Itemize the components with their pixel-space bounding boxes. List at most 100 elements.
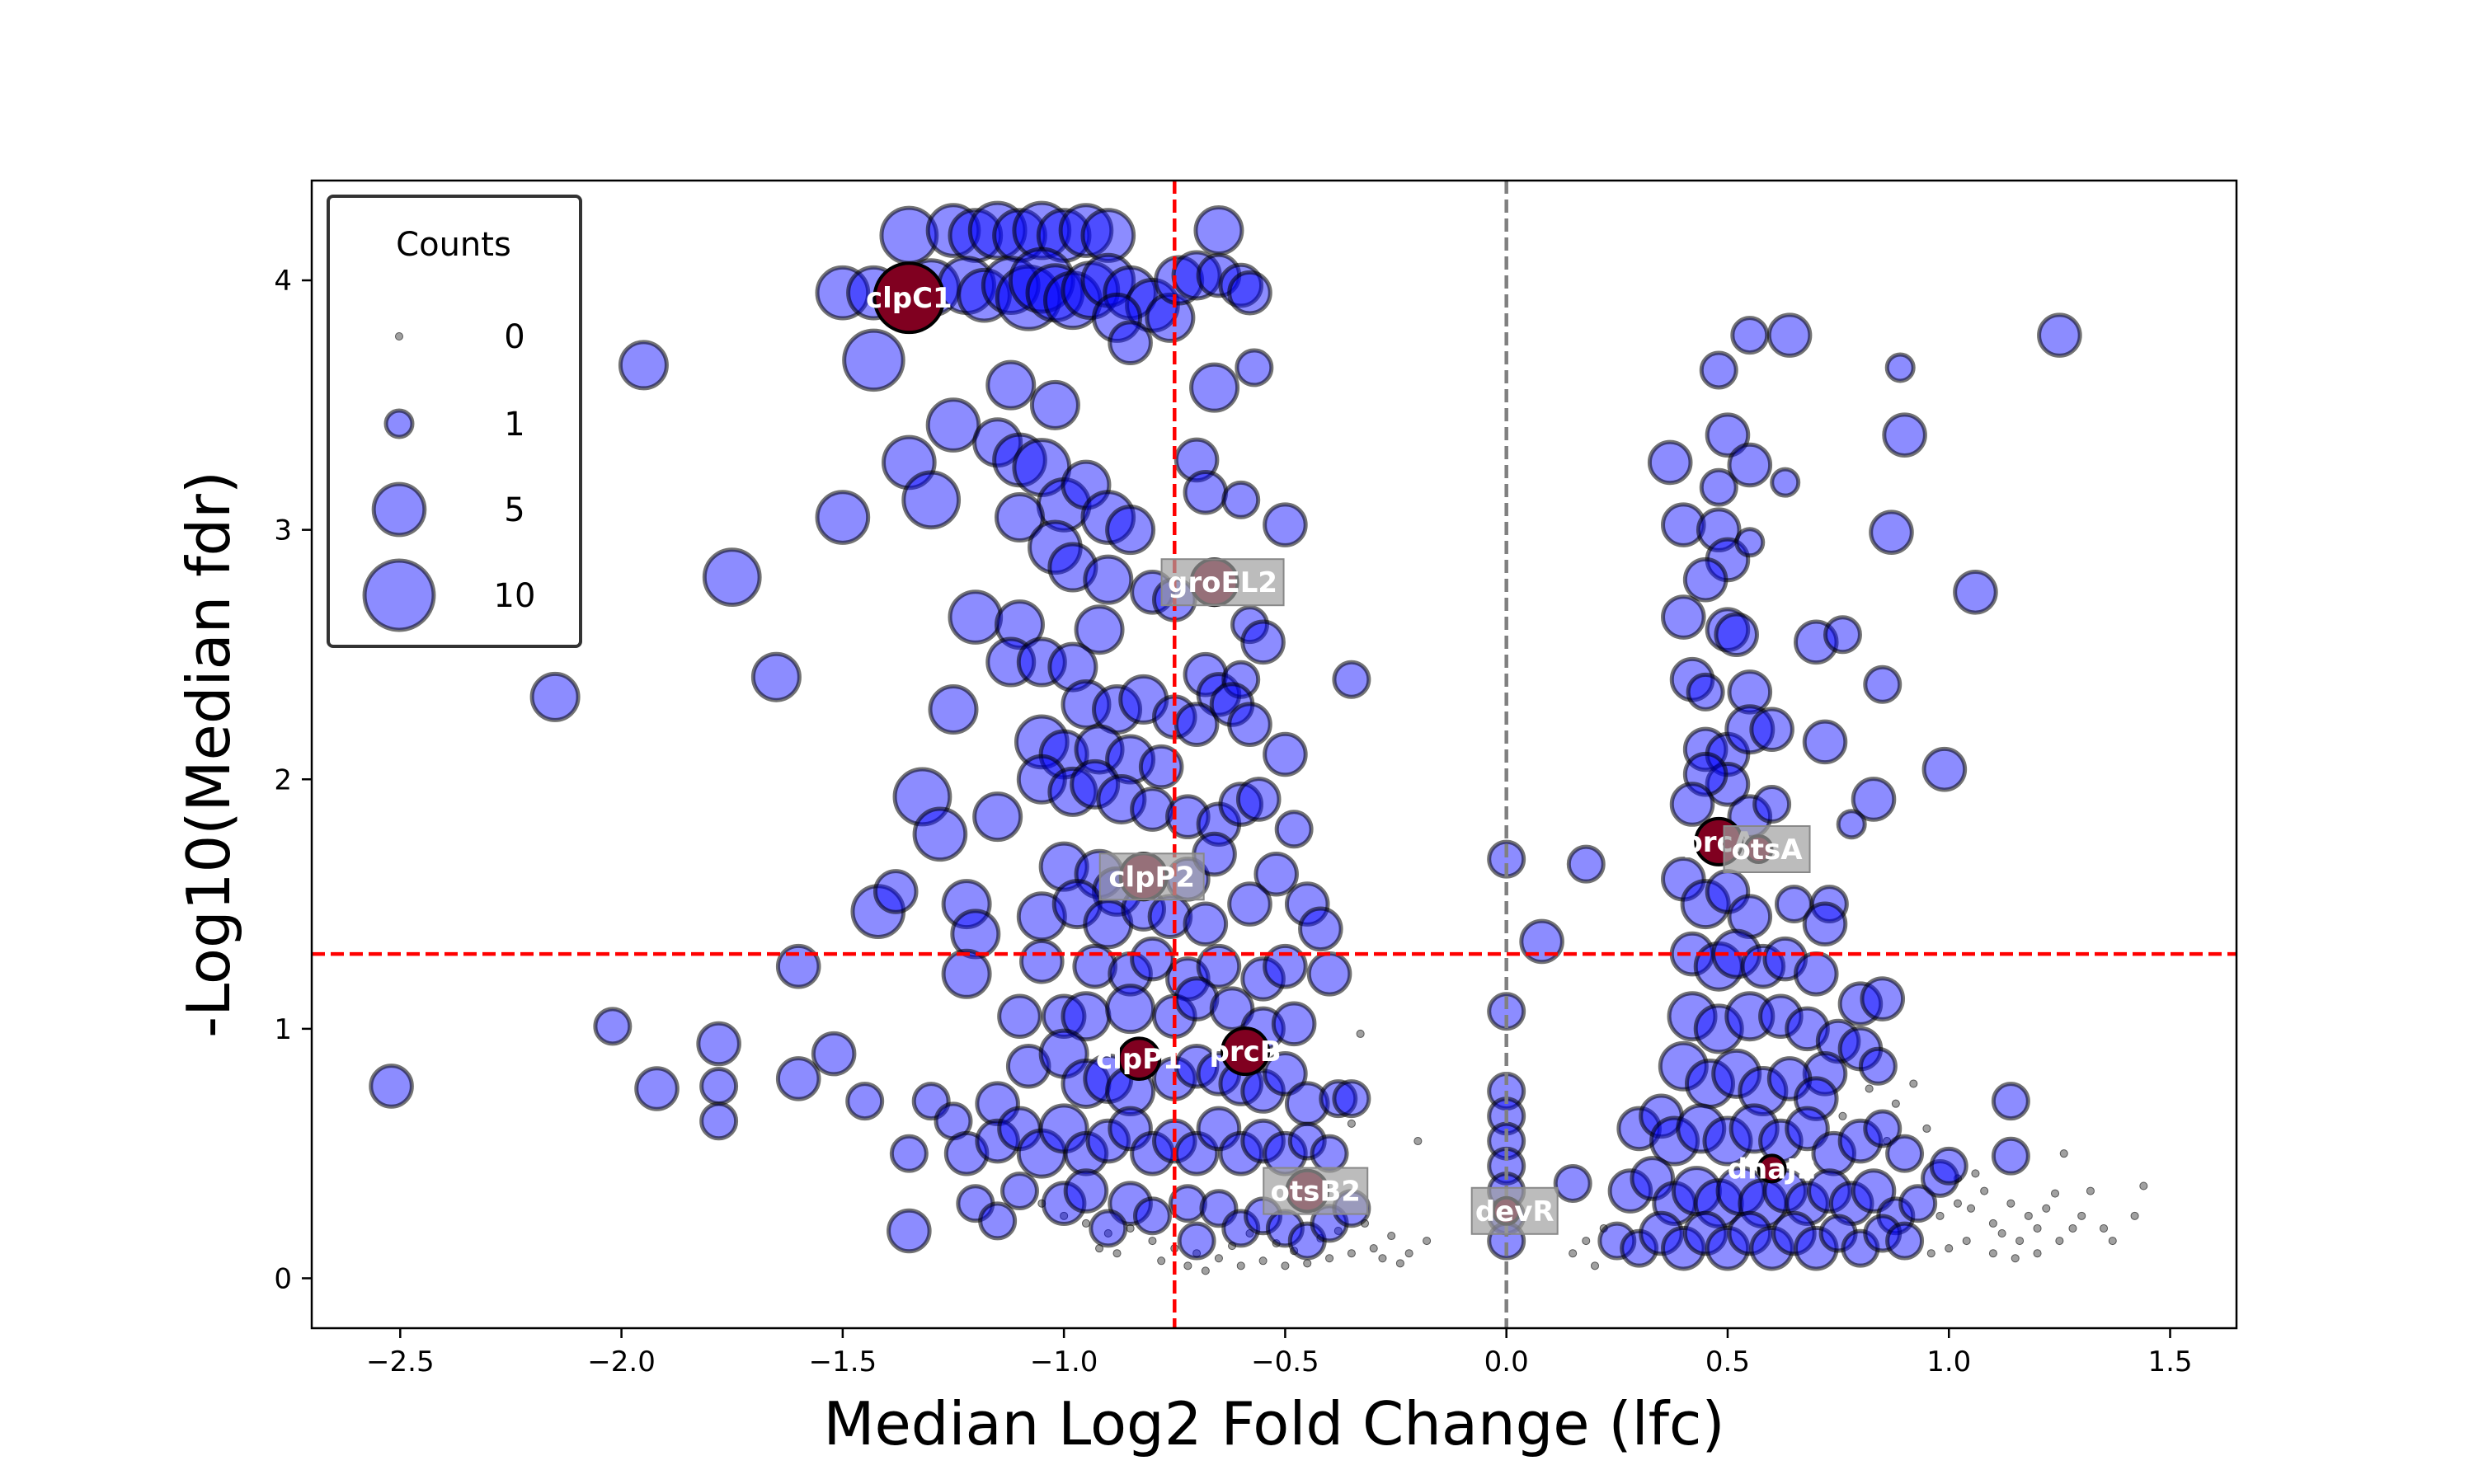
data-point bbox=[1738, 1066, 1789, 1117]
data-point bbox=[1168, 1184, 1207, 1223]
data-point bbox=[1680, 879, 1731, 930]
data-point bbox=[950, 909, 1001, 960]
zero-count-point bbox=[2051, 1189, 2060, 1198]
data-point bbox=[1240, 619, 1286, 665]
zero-count-point bbox=[1303, 1259, 1312, 1268]
data-point bbox=[941, 879, 992, 930]
legend-marker bbox=[395, 332, 403, 340]
data-point bbox=[1851, 777, 1897, 822]
data-point bbox=[1138, 744, 1184, 790]
data-point bbox=[1658, 1040, 1709, 1092]
data-point bbox=[972, 791, 1023, 843]
data-point bbox=[975, 1118, 1020, 1164]
x-axis-title: Median Log2 Fold Change (lfc) bbox=[823, 1389, 1724, 1458]
zero-count-point bbox=[2086, 1186, 2095, 1195]
data-point bbox=[1863, 1214, 1903, 1253]
data-point bbox=[1209, 986, 1255, 1031]
data-point bbox=[1661, 1225, 1706, 1271]
data-point bbox=[1793, 1225, 1839, 1271]
data-point bbox=[978, 1201, 1018, 1241]
data-point bbox=[1649, 1115, 1700, 1167]
data-point bbox=[1177, 1221, 1216, 1261]
data-point bbox=[1724, 991, 1776, 1042]
zero-count-point bbox=[1157, 1256, 1166, 1266]
gene-label-box bbox=[1470, 1186, 1559, 1235]
legend-label: 1 bbox=[504, 406, 524, 444]
gene-label-box bbox=[1263, 1167, 1369, 1215]
data-point bbox=[1727, 442, 1773, 488]
data-point bbox=[1332, 1079, 1371, 1119]
zero-count-point bbox=[2024, 1211, 2033, 1220]
data-point bbox=[1705, 1225, 1751, 1271]
data-point bbox=[1019, 938, 1065, 984]
zero-count-point bbox=[2130, 1211, 2139, 1220]
zero-count-point bbox=[1183, 1261, 1192, 1270]
data-point bbox=[1729, 1103, 1780, 1154]
data-point bbox=[1669, 782, 1715, 827]
zero-count-point bbox=[1967, 1204, 1976, 1213]
legend-label: 10 bbox=[494, 577, 536, 615]
data-point bbox=[1263, 502, 1308, 547]
zero-count-point bbox=[1980, 1186, 1989, 1195]
data-point bbox=[1770, 467, 1801, 498]
data-point bbox=[1132, 1196, 1172, 1236]
data-point bbox=[1597, 1221, 1637, 1261]
data-point bbox=[750, 651, 802, 702]
data-point bbox=[1058, 203, 1114, 258]
data-point bbox=[1837, 1118, 1884, 1164]
data-point bbox=[872, 869, 919, 914]
y-axis-ticks: 0 1 2 3 4 bbox=[274, 265, 312, 1295]
data-point bbox=[1869, 510, 1914, 555]
data-point bbox=[1616, 1106, 1662, 1152]
zero-count-point bbox=[1945, 1244, 1954, 1253]
zero-count-point bbox=[1395, 1259, 1404, 1268]
data-point bbox=[1306, 951, 1352, 997]
data-point bbox=[1519, 918, 1564, 965]
zero-count-point bbox=[1201, 1266, 1210, 1275]
legend-label: 0 bbox=[504, 318, 524, 356]
gene-label: clpP1 bbox=[1096, 1043, 1183, 1076]
data-point bbox=[1263, 1051, 1308, 1097]
plot-frame bbox=[310, 179, 2238, 1330]
zero-count-point bbox=[2015, 1237, 2025, 1246]
data-point bbox=[1218, 782, 1264, 827]
data-point bbox=[1221, 1209, 1261, 1248]
data-point bbox=[948, 589, 1004, 645]
data-point bbox=[1047, 641, 1098, 693]
data-point bbox=[1183, 469, 1229, 515]
data-point bbox=[1221, 660, 1261, 699]
gene-label-box bbox=[1098, 852, 1205, 901]
data-point bbox=[1693, 1003, 1744, 1054]
data-point bbox=[696, 1021, 741, 1067]
data-point bbox=[1749, 1225, 1794, 1271]
zero-count-point bbox=[1865, 1084, 1874, 1093]
data-point bbox=[994, 492, 1045, 543]
zero-count-point bbox=[1962, 1237, 1971, 1246]
zero-count-points bbox=[1037, 1029, 2148, 1275]
y-tick-label: 2 bbox=[274, 763, 292, 796]
data-point bbox=[815, 490, 871, 545]
data-point bbox=[1014, 714, 1070, 770]
data-point bbox=[593, 1007, 633, 1046]
data-point bbox=[1092, 292, 1143, 343]
data-point bbox=[1705, 412, 1751, 458]
highlight-point bbox=[1117, 1036, 1162, 1081]
data-point bbox=[1183, 901, 1229, 947]
data-point bbox=[1682, 1210, 1729, 1256]
data-point bbox=[972, 417, 1023, 468]
data-point bbox=[2037, 312, 2082, 358]
gene-label: clpC1 bbox=[866, 282, 952, 315]
data-point bbox=[1885, 1134, 1925, 1173]
zero-count-point bbox=[1909, 1079, 1918, 1088]
x-tick-label: 0.5 bbox=[1705, 1345, 1750, 1378]
data-point bbox=[1063, 1130, 1109, 1176]
data-point bbox=[1105, 505, 1156, 556]
data-point bbox=[1727, 669, 1773, 715]
zero-count-point bbox=[2068, 1223, 2077, 1233]
data-point bbox=[1863, 1109, 1903, 1148]
data-point bbox=[775, 1056, 821, 1101]
y-tick-label: 3 bbox=[274, 514, 292, 547]
data-point bbox=[702, 547, 762, 608]
zero-count-point bbox=[1060, 1211, 1069, 1220]
